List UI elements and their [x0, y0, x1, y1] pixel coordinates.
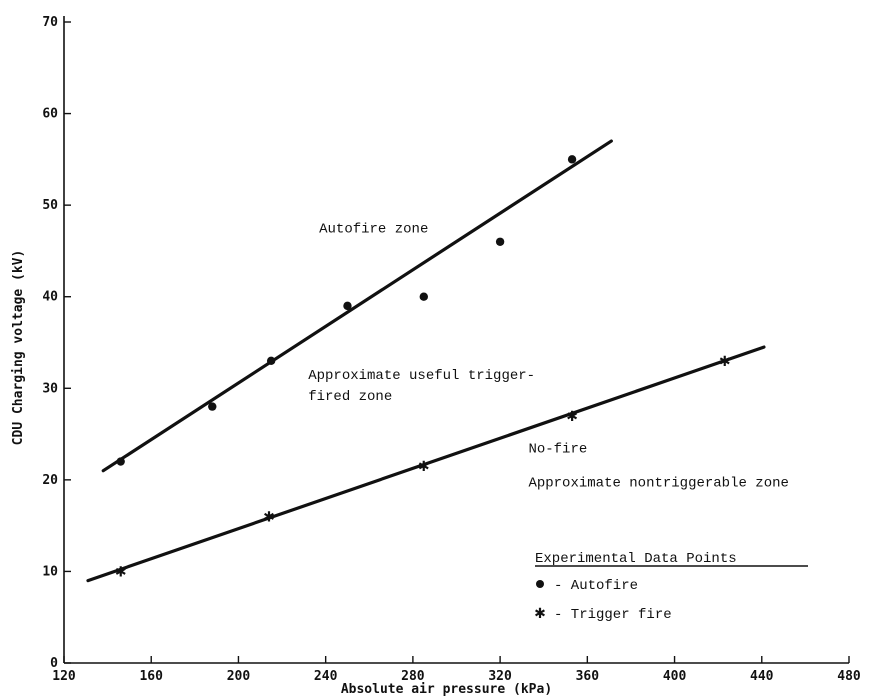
- autofire-point: [116, 457, 125, 466]
- annotation-text: Approximate nontriggerable zone: [528, 475, 788, 491]
- trigger-fire-point: ✱: [263, 509, 275, 525]
- x-tick-label: 480: [837, 669, 861, 684]
- annotation-text: Approximate useful trigger-: [308, 368, 535, 384]
- autofire-point: [419, 292, 428, 301]
- y-axis-title: CDU Charging voltage (kV): [11, 250, 26, 446]
- y-tick-label: 30: [42, 381, 58, 396]
- legend-item-label: - Autofire: [554, 578, 638, 594]
- legend-title: Experimental Data Points: [535, 551, 737, 567]
- x-tick-label: 320: [488, 669, 512, 684]
- trigger-fire-point: ✱: [719, 354, 731, 370]
- y-tick-label: 40: [42, 290, 58, 305]
- fit-lines: [86, 139, 766, 583]
- x-axis-title: Absolute air pressure (kPa): [341, 682, 552, 697]
- x-tick-label: 240: [314, 669, 338, 684]
- legend-star-marker: ✱: [534, 606, 546, 622]
- axes: 120 160 200 240 280 320 360 400 440 480 0 10 20 30 40 5…: [11, 15, 861, 697]
- autofire-point: [567, 155, 577, 164]
- annotation-text: No-fire: [528, 441, 587, 457]
- y-tick-label: 20: [42, 473, 58, 488]
- autofire-point: [343, 301, 352, 311]
- x-tick-label: 400: [663, 669, 687, 684]
- autofire-point: [495, 237, 505, 246]
- autofire-point: [208, 402, 217, 411]
- annotation-text: fired zone: [308, 389, 392, 405]
- y-tick-label: 50: [42, 198, 58, 213]
- y-tick-label: 70: [42, 15, 58, 30]
- legend-item-label: - Trigger fire: [554, 607, 672, 623]
- annotation-text: Autofire zone: [319, 222, 428, 238]
- fit-line: [101, 139, 613, 473]
- trigger-fire-point: ✱: [115, 564, 127, 580]
- trigger-fire-point: ✱: [566, 409, 578, 425]
- x-tick-label: 280: [401, 669, 425, 684]
- x-tick-label: 120: [52, 669, 76, 684]
- x-tick-label: 360: [576, 669, 600, 684]
- data-points: ✱ ✱ ✱ ✱ ✱: [115, 155, 731, 580]
- y-tick-label: 10: [42, 564, 58, 579]
- autofire-point: [266, 356, 276, 366]
- legend: Experimental Data Points - Autofire ✱ - Tri…: [534, 551, 808, 623]
- annotations: Autofire zone Approximate useful trigger-…: [308, 222, 789, 492]
- y-tick-label: 60: [42, 107, 58, 122]
- x-tick-label: 200: [227, 669, 251, 684]
- legend-dot-marker: [536, 580, 544, 588]
- fit-line: [86, 345, 766, 583]
- x-tick-label: 440: [750, 669, 774, 684]
- trigger-fire-point: ✱: [418, 459, 430, 475]
- y-tick-label: 0: [50, 656, 58, 671]
- x-tick-label: 160: [139, 669, 163, 684]
